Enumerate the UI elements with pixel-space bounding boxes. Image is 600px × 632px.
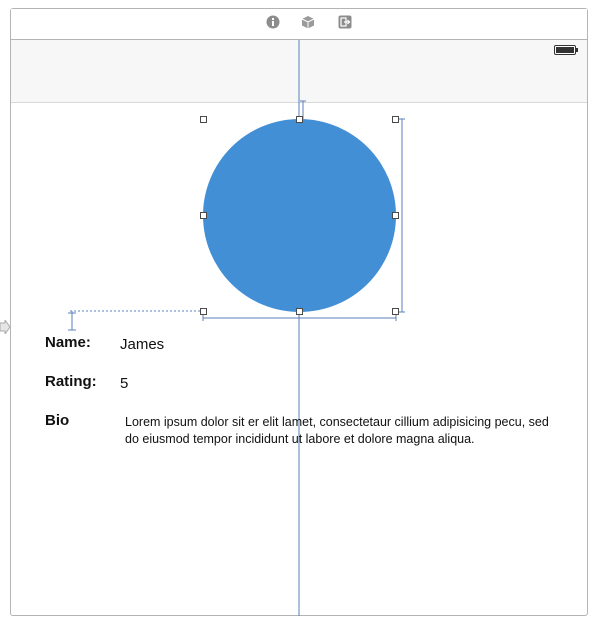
entry-point-arrow-icon[interactable] bbox=[0, 320, 10, 334]
bio-label[interactable]: Bio bbox=[45, 412, 70, 429]
resize-handle-bottom-right[interactable] bbox=[392, 308, 399, 315]
photo-image-view[interactable] bbox=[203, 119, 396, 312]
rating-label[interactable]: Rating: bbox=[45, 373, 97, 390]
name-value-label[interactable]: James bbox=[120, 336, 165, 353]
scene-dock bbox=[11, 9, 587, 40]
resize-handle-right[interactable] bbox=[392, 212, 399, 219]
first-responder-icon[interactable] bbox=[301, 15, 315, 29]
view-controller-icon[interactable] bbox=[266, 15, 280, 29]
resize-handle-top[interactable] bbox=[296, 116, 303, 123]
resize-handle-top-left[interactable] bbox=[200, 116, 207, 123]
resize-handle-bottom-left[interactable] bbox=[200, 308, 207, 315]
resize-handle-left[interactable] bbox=[200, 212, 207, 219]
battery-icon bbox=[554, 45, 578, 55]
name-label[interactable]: Name: bbox=[45, 334, 91, 351]
resize-handle-top-right[interactable] bbox=[392, 116, 399, 123]
navigation-bar bbox=[11, 40, 587, 103]
resize-handle-bottom[interactable] bbox=[296, 308, 303, 315]
bio-text-label[interactable]: Lorem ipsum dolor sit er elit lamet, con… bbox=[125, 415, 549, 446]
rating-value-label[interactable]: 5 bbox=[120, 375, 129, 392]
exit-icon[interactable] bbox=[338, 15, 352, 29]
